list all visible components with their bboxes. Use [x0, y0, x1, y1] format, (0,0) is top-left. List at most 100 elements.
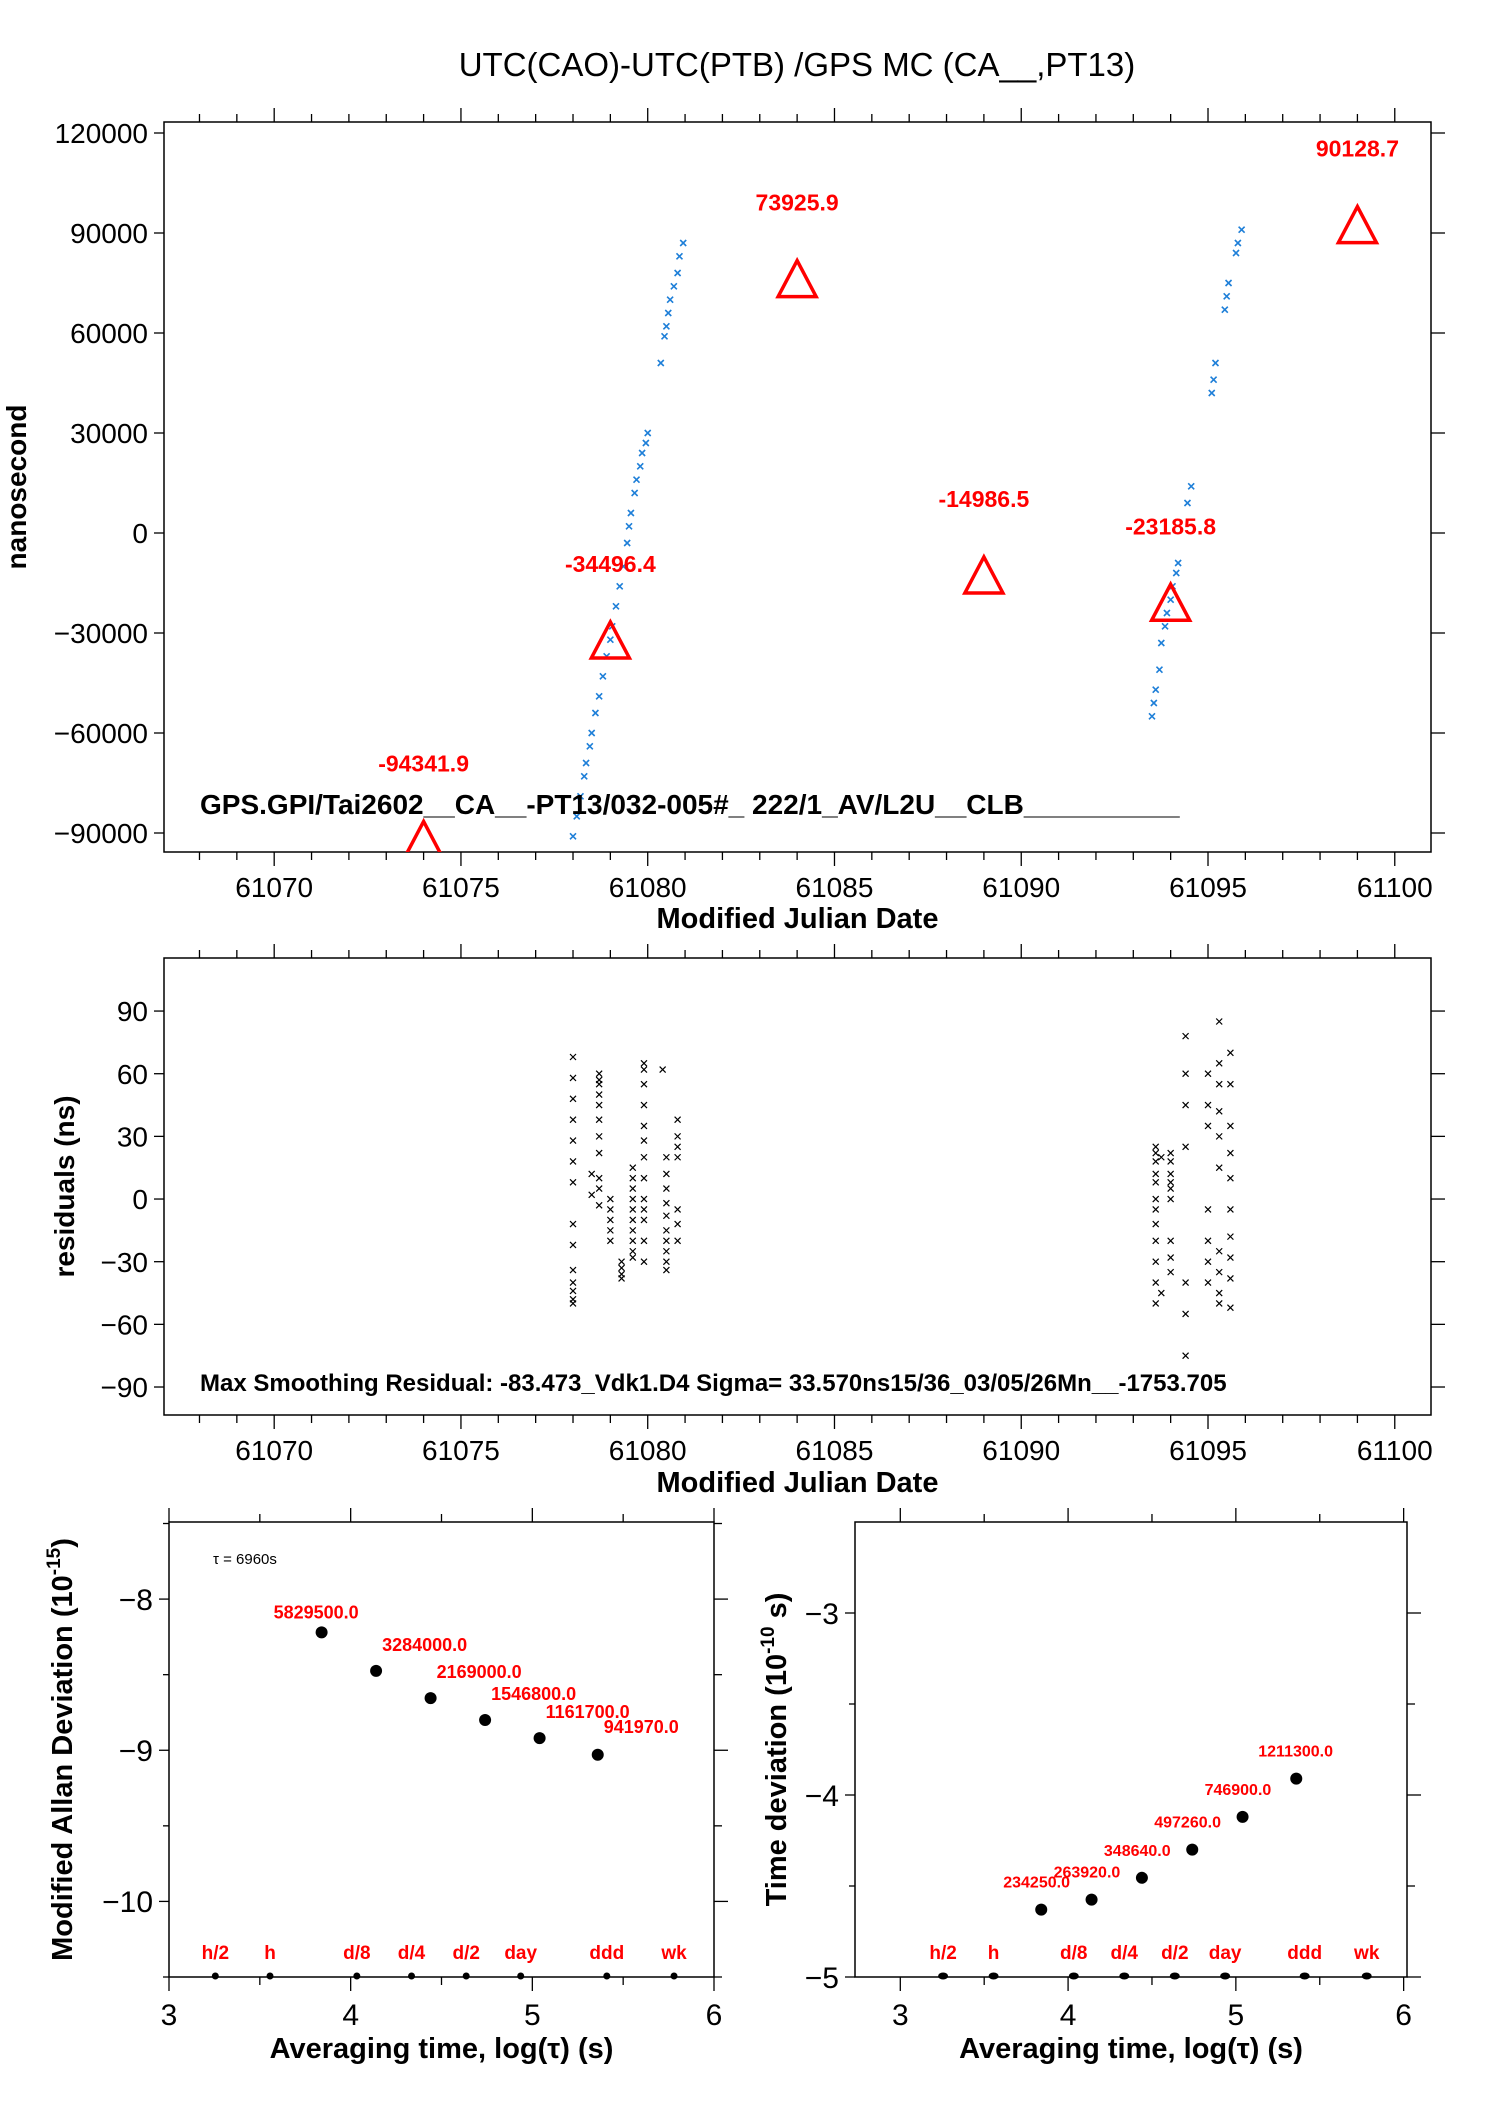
- data-point: [674, 1220, 682, 1228]
- data-point: [640, 1080, 648, 1088]
- data-point: [1152, 1143, 1160, 1151]
- x-tick-label: 3: [161, 1999, 178, 2032]
- x-tick-label: 4: [1060, 1999, 1077, 2032]
- deviation-point: [1135, 1871, 1148, 1884]
- x-tick-label: 61090: [982, 1435, 1060, 1466]
- y-axis-label-end: s): [761, 1593, 793, 1627]
- y-tick-label: 120000: [55, 118, 148, 149]
- deviation-point: [591, 1748, 604, 1761]
- data-point: [1238, 226, 1246, 234]
- y-tick-label: −60000: [54, 718, 148, 749]
- deviation-value-label: 941970.0: [604, 1717, 679, 1737]
- y-tick-label: −60: [101, 1309, 149, 1340]
- x-tick-label: 3: [892, 1999, 909, 2032]
- y-tick-label: −9: [119, 1735, 153, 1768]
- data-point: [662, 1212, 670, 1220]
- time-marker-dot: [938, 1972, 949, 1980]
- time-marker-dot: [670, 1972, 678, 1980]
- x-axis-label: Averaging time, log(τ) (s): [270, 2033, 614, 2065]
- data-point: [1148, 712, 1156, 720]
- time-marker-dot: [353, 1972, 361, 1980]
- time-marker-label: day: [1209, 1943, 1242, 1964]
- deviation-point: [1085, 1893, 1098, 1906]
- data-point: [1204, 1206, 1212, 1213]
- x-axis-label: Modified Julian Date: [657, 903, 939, 935]
- annotation-text: GPS.GPI/Tai2602__CA__-PT13/032-005#_ 222…: [200, 789, 1180, 820]
- y-tick-label: 30000: [70, 418, 148, 449]
- data-point: [660, 332, 669, 340]
- data-point: [640, 1101, 648, 1109]
- data-point: [606, 636, 614, 644]
- time-marker-label: h/2: [929, 1943, 956, 1964]
- y-tick-label: 60: [117, 1059, 148, 1090]
- data-point: [1226, 1254, 1234, 1261]
- data-point: [569, 832, 577, 840]
- data-point: [1226, 1274, 1234, 1282]
- data-point: [569, 1266, 577, 1274]
- data-point: [1152, 1178, 1160, 1186]
- triangle-marker: [588, 618, 633, 660]
- deviation-value-label: 2169000.0: [437, 1662, 522, 1682]
- data-point: [1215, 1107, 1223, 1115]
- x-tick-label: 61080: [609, 1435, 687, 1466]
- data-point: [674, 1143, 682, 1151]
- data-point: [1226, 1049, 1234, 1057]
- data-point: [1167, 1170, 1175, 1178]
- data-point: [640, 1059, 648, 1067]
- time-marker-label: h: [264, 1943, 276, 1964]
- data-point: [666, 296, 674, 304]
- data-point: [1182, 1101, 1190, 1109]
- x-axis-label: Modified Julian Date: [657, 1467, 939, 1499]
- y-axis-label: residuals (ns): [49, 1095, 80, 1277]
- time-offset-plot: 61070 61075 61080 61085 61090 61095 61100 12000…: [1, 108, 1445, 935]
- data-point: [1152, 1158, 1160, 1165]
- data-point: [640, 1066, 648, 1073]
- data-point: [595, 1201, 603, 1209]
- data-point: [640, 1258, 648, 1266]
- time-marker-label: d/4: [1111, 1943, 1139, 1964]
- time-marker-dot: [408, 1972, 416, 1980]
- data-point: [595, 1091, 603, 1099]
- x-tick-label: 4: [342, 1999, 359, 2032]
- deviation-point: [479, 1714, 492, 1727]
- deviation-value-label: 234250.0: [1003, 1875, 1070, 1892]
- data-point: [627, 509, 635, 517]
- y-tick-label: −90: [101, 1372, 149, 1403]
- x-tick-label: 61075: [422, 1435, 500, 1466]
- y-tick-label: 90000: [70, 218, 148, 249]
- data-point: [674, 269, 682, 277]
- data-point: [569, 1116, 577, 1124]
- deviation-point: [370, 1664, 383, 1677]
- data-point: [591, 709, 599, 717]
- data-point: [629, 1254, 637, 1261]
- y-tick-label: −4: [805, 1780, 839, 1813]
- time-marker-dot: [603, 1972, 611, 1980]
- data-point: [1221, 306, 1229, 314]
- time-marker-label: d/8: [343, 1943, 370, 1964]
- triangle-value-label: -34496.4: [565, 551, 656, 577]
- tau-annotation: τ = 6960s: [213, 1551, 277, 1568]
- deviation-value-label: 5829500.0: [274, 1602, 359, 1622]
- data-point: [569, 1287, 577, 1295]
- data-point: [1172, 569, 1180, 577]
- x-axis-label: Averaging time, log(τ) (s): [959, 2033, 1303, 2065]
- data-point: [1167, 1178, 1175, 1186]
- x-tick-label: 61090: [982, 872, 1060, 903]
- deviation-point: [315, 1626, 328, 1639]
- y-axis-label-base: Time deviation (10: [761, 1654, 793, 1907]
- data-point: [640, 1174, 648, 1182]
- data-point: [569, 1137, 577, 1144]
- residuals-plot: 61070 61075 61080 61085 61090 61095 61100 90 60 3…: [49, 944, 1445, 1499]
- time-marker-label: ddd: [589, 1943, 624, 1964]
- data-point: [1215, 1059, 1223, 1067]
- time-marker-dot: [1361, 1972, 1372, 1980]
- x-tick-label: 6: [1395, 1999, 1412, 2032]
- data-point: [1204, 1279, 1212, 1287]
- data-point: [606, 1206, 614, 1213]
- deviation-point: [533, 1732, 546, 1745]
- annotation-text: Max Smoothing Residual: -83.473_Vdk1.D4 …: [200, 1370, 1227, 1397]
- data-point: [595, 1149, 603, 1157]
- triangle-marker: [1148, 580, 1193, 623]
- data-point: [1182, 1032, 1190, 1040]
